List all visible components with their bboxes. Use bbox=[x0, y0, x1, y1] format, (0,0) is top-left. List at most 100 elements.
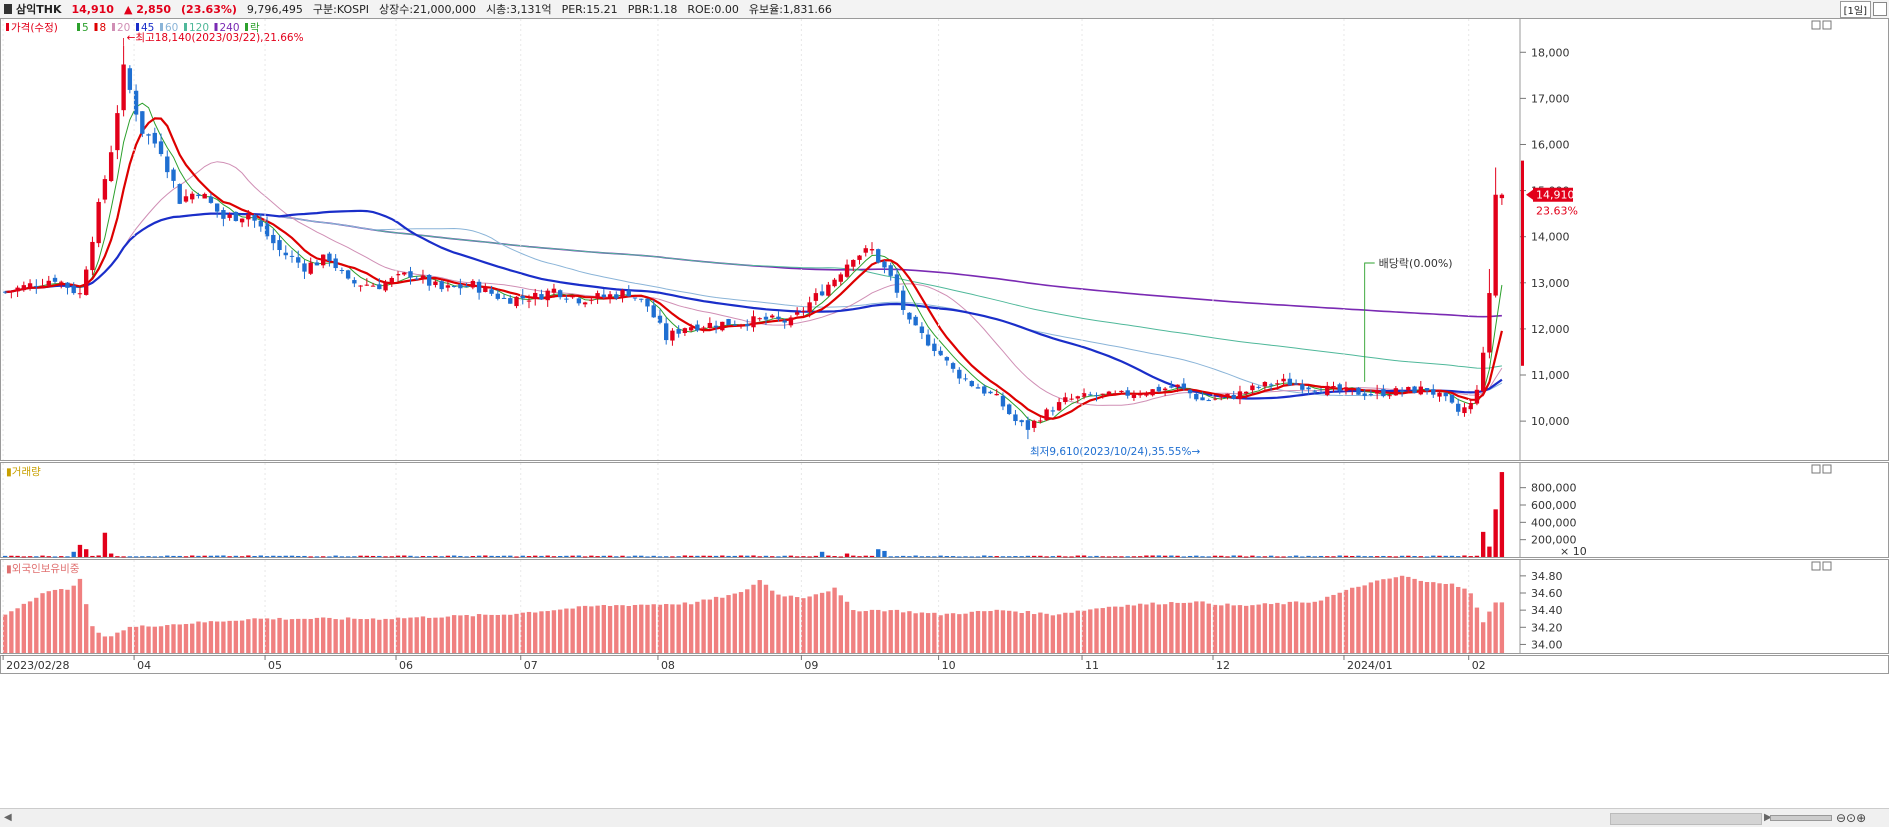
foreign-bar bbox=[1293, 601, 1299, 653]
candle-body bbox=[1424, 388, 1430, 391]
volume-bar bbox=[801, 556, 806, 558]
volume-bar bbox=[377, 555, 382, 557]
candle-body bbox=[34, 285, 39, 287]
candle-body bbox=[1337, 384, 1342, 391]
pane-price-min-icon bbox=[1811, 20, 1821, 30]
candle-body bbox=[501, 297, 507, 299]
foreign-bar bbox=[1000, 610, 1006, 653]
volume-bar bbox=[826, 555, 831, 557]
candle-body bbox=[171, 169, 176, 181]
candle-body bbox=[788, 317, 794, 326]
foreign-bar bbox=[158, 626, 164, 653]
candle-body bbox=[458, 284, 463, 289]
candle-body bbox=[1169, 386, 1174, 388]
foreign-bar bbox=[1063, 612, 1068, 653]
horizontal-scrollbar[interactable]: ◀ ▶ ⊖⊙⊕ bbox=[0, 808, 1889, 827]
foreign-bar bbox=[794, 597, 800, 653]
foreign-bar bbox=[501, 614, 507, 653]
volume-bar bbox=[1350, 556, 1355, 558]
foreign-bar bbox=[932, 612, 937, 653]
dividend-annotation: 배당락(0.00%) bbox=[1379, 257, 1453, 270]
foreign-bar bbox=[252, 618, 257, 653]
candle-body bbox=[146, 134, 151, 136]
volume-bar bbox=[84, 549, 89, 557]
volume-bar bbox=[121, 556, 126, 558]
foreign-bar bbox=[620, 605, 625, 653]
volume-bar bbox=[420, 555, 426, 557]
foreign-bar bbox=[1019, 612, 1024, 653]
current-price: 14,910 bbox=[71, 2, 114, 16]
candle-body bbox=[745, 324, 750, 327]
zoom-slider[interactable] bbox=[1770, 815, 1832, 821]
foreign-bar bbox=[1131, 605, 1137, 653]
scroll-thumb[interactable] bbox=[1610, 813, 1762, 825]
volume-bar bbox=[9, 555, 14, 557]
candle-body bbox=[395, 273, 401, 276]
volume-bar bbox=[1000, 556, 1006, 558]
candle-body bbox=[183, 196, 189, 202]
volume-bar bbox=[950, 556, 956, 558]
volume-bar bbox=[595, 556, 600, 558]
scroll-left-icon[interactable]: ◀ bbox=[4, 812, 12, 823]
volume-bar bbox=[900, 555, 906, 557]
foreign-bar bbox=[1431, 582, 1436, 653]
maximize-button[interactable] bbox=[1873, 2, 1887, 16]
volume-bar bbox=[545, 555, 550, 557]
volume-bar bbox=[1007, 556, 1012, 558]
volume-bar bbox=[408, 555, 413, 557]
foreign-bar bbox=[389, 619, 394, 653]
foreign-bar bbox=[607, 606, 613, 653]
zoom-icons[interactable]: ⊖⊙⊕ bbox=[1836, 811, 1867, 825]
foreign-bar bbox=[1374, 580, 1380, 653]
candle-body bbox=[227, 214, 232, 218]
volume-bar bbox=[1318, 555, 1324, 557]
volume-bar bbox=[1362, 556, 1367, 558]
legend-swatch bbox=[214, 23, 218, 31]
foreign-bar bbox=[1212, 604, 1218, 653]
foreign-bar bbox=[1044, 613, 1049, 653]
foreign-bar bbox=[801, 598, 806, 653]
period-selector[interactable]: [1일] bbox=[1839, 1, 1871, 18]
foreign-bar bbox=[601, 604, 607, 653]
foreign-bar bbox=[40, 593, 45, 653]
foreign-tick-label: 34.40 bbox=[1531, 604, 1563, 617]
stock-chart[interactable]: 10,00011,00012,00013,00014,00015,00016,0… bbox=[0, 18, 1889, 808]
volume-bar bbox=[296, 555, 301, 557]
foreign-bar bbox=[9, 611, 14, 653]
volume-bar bbox=[526, 556, 532, 558]
foreign-bar bbox=[1406, 576, 1411, 653]
foreign-bar bbox=[352, 618, 357, 653]
volume-bar bbox=[40, 555, 45, 557]
pane-vol-close-icon bbox=[1822, 464, 1832, 474]
candle-body bbox=[352, 280, 357, 284]
volume-tick-label: 400,000 bbox=[1531, 516, 1577, 529]
foreign-bar bbox=[713, 596, 719, 653]
volume-bar bbox=[557, 556, 563, 558]
foreign-bar bbox=[533, 612, 538, 653]
candle-body bbox=[670, 330, 675, 341]
foreign-bar bbox=[551, 610, 557, 653]
volume-bar bbox=[782, 555, 787, 557]
candle-body bbox=[196, 194, 201, 197]
candle-body bbox=[339, 270, 345, 272]
foreign-bar bbox=[557, 609, 563, 653]
foreign-bar bbox=[1088, 609, 1093, 653]
foreign-bar bbox=[1119, 606, 1124, 653]
foreign-bar bbox=[464, 614, 469, 653]
legend-swatch bbox=[112, 23, 115, 31]
foreign-bar bbox=[876, 609, 881, 653]
volume-bar bbox=[214, 555, 220, 557]
foreign-bar bbox=[526, 611, 532, 653]
volume-bar bbox=[389, 556, 394, 558]
foreign-bar bbox=[1181, 602, 1187, 653]
candle-body bbox=[1156, 386, 1162, 392]
candle-body bbox=[682, 328, 688, 333]
scroll-right-icon[interactable]: ▶ bbox=[1764, 812, 1772, 823]
foreign-bar bbox=[289, 619, 295, 653]
candle-body bbox=[1256, 386, 1261, 388]
candle-body bbox=[1231, 394, 1236, 399]
volume-bar bbox=[152, 556, 157, 558]
candle-body bbox=[489, 289, 494, 294]
volume-bar bbox=[639, 555, 644, 557]
volume-bar bbox=[876, 549, 881, 557]
